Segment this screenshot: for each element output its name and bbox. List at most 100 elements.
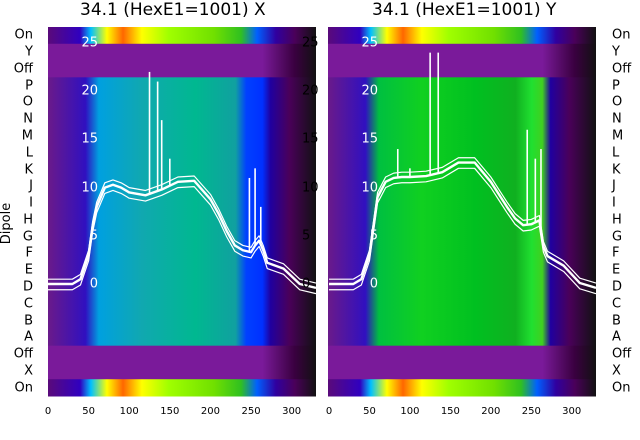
x-tick-label: 250 xyxy=(521,406,541,417)
row-label: G xyxy=(22,229,33,245)
row-label: P xyxy=(25,78,33,94)
heatmap-row xyxy=(328,328,596,347)
heatmap-row xyxy=(328,127,596,145)
row-label: Off xyxy=(612,346,632,362)
heatmap-row xyxy=(48,77,316,95)
row-label: P xyxy=(612,78,620,94)
row-label: K xyxy=(24,162,33,178)
row-label: On xyxy=(612,27,631,43)
row-label: Off xyxy=(612,61,632,77)
y-tick-label-overlap: 25 xyxy=(302,35,319,51)
x-tick-label: 150 xyxy=(440,406,460,417)
heatmap-row xyxy=(328,144,596,162)
row-label: On xyxy=(14,380,33,396)
x-tick-label: 300 xyxy=(562,406,582,417)
row-label: A xyxy=(612,329,621,345)
series-line xyxy=(329,161,597,290)
heatmap-row xyxy=(328,278,596,296)
x-tick-label: 100 xyxy=(119,406,139,417)
y-tick-label: 5 xyxy=(369,228,378,244)
row-label: Y xyxy=(25,44,33,60)
y-tick-label-overlap: 5 xyxy=(302,228,311,244)
y-tick-label: 0 xyxy=(369,276,378,292)
y-tick-label: 20 xyxy=(361,83,378,99)
row-label: N xyxy=(23,111,33,127)
y-tick-label: 15 xyxy=(81,131,98,147)
series-line xyxy=(48,186,317,295)
y-tick-label: 10 xyxy=(361,180,378,196)
heatmap-row xyxy=(48,312,316,330)
heatmap-row xyxy=(328,60,596,78)
row-label: I xyxy=(29,195,33,211)
heatmap-row xyxy=(48,94,316,112)
row-label: M xyxy=(21,128,33,144)
heatmap-row xyxy=(328,228,596,246)
row-label: Off xyxy=(13,346,33,362)
heatmap-row xyxy=(328,194,596,212)
heatmap-row xyxy=(48,211,316,229)
heatmap-row xyxy=(328,211,596,229)
heatmap-row xyxy=(328,379,596,397)
heatmap-row xyxy=(328,27,596,45)
row-label: L xyxy=(612,145,620,161)
row-label: K xyxy=(612,162,621,178)
heatmap-row xyxy=(328,345,596,363)
row-label: Y xyxy=(612,44,620,60)
row-label: M xyxy=(612,128,624,144)
y-tick-label: 15 xyxy=(361,131,378,147)
row-label: N xyxy=(612,111,622,127)
x-tick-label: 0 xyxy=(44,406,52,417)
heatmap-row xyxy=(48,144,316,162)
y-tick-label: 20 xyxy=(81,83,98,99)
y-tick-label: 5 xyxy=(89,228,98,244)
x-tick-label: 300 xyxy=(282,406,302,417)
heatmap-row xyxy=(48,161,316,179)
row-label: J xyxy=(29,178,33,194)
row-label: H xyxy=(23,212,33,228)
x-tick-label: 150 xyxy=(160,406,180,417)
row-label: J xyxy=(612,178,616,194)
heatmap-row xyxy=(48,110,316,129)
row-label: O xyxy=(22,94,33,110)
row-label: I xyxy=(612,195,616,211)
heatmap-row xyxy=(328,245,596,263)
row-label: C xyxy=(23,296,33,312)
heatmap-row xyxy=(48,261,316,280)
row-label: On xyxy=(14,27,33,43)
row-label: D xyxy=(22,279,33,295)
row-label: A xyxy=(24,329,33,345)
heatmap-row xyxy=(48,362,316,380)
row-label: F xyxy=(612,245,620,261)
heatmap-row xyxy=(48,43,316,62)
series-line xyxy=(329,167,597,295)
row-label: B xyxy=(24,313,33,329)
chart-title-y: 34.1 (HexE1=1001) Y xyxy=(372,0,557,20)
row-label: E xyxy=(612,262,621,278)
series-line xyxy=(48,179,317,290)
x-tick-label: 0 xyxy=(325,406,333,417)
heatmap-row xyxy=(328,312,596,330)
row-label: L xyxy=(25,145,33,161)
x-tick-label: 250 xyxy=(241,406,261,417)
y-tick-label-overlap: 0 xyxy=(302,276,311,292)
row-label: X xyxy=(24,363,33,379)
heatmap-row xyxy=(328,94,596,112)
x-tick-label: 200 xyxy=(481,406,501,417)
x-tick-label: 50 xyxy=(363,406,376,417)
row-label: G xyxy=(612,229,623,245)
x-tick-label: 100 xyxy=(400,406,420,417)
row-label: D xyxy=(612,279,623,295)
chart-title-x: 34.1 (HexE1=1001) X xyxy=(80,0,266,20)
y-tick-label-overlap: 15 xyxy=(302,131,319,147)
heatmap-row xyxy=(48,127,316,145)
y-tick-label: 0 xyxy=(89,276,98,292)
heatmap-row xyxy=(328,161,596,179)
x-tick-label: 50 xyxy=(82,406,95,417)
heatmap-row xyxy=(48,379,316,397)
heatmap-row xyxy=(328,177,596,196)
row-label: H xyxy=(612,212,622,228)
heatmap-row xyxy=(48,194,316,212)
y-tick-label-overlap: 20 xyxy=(302,83,319,99)
heatmap-row xyxy=(48,295,316,313)
